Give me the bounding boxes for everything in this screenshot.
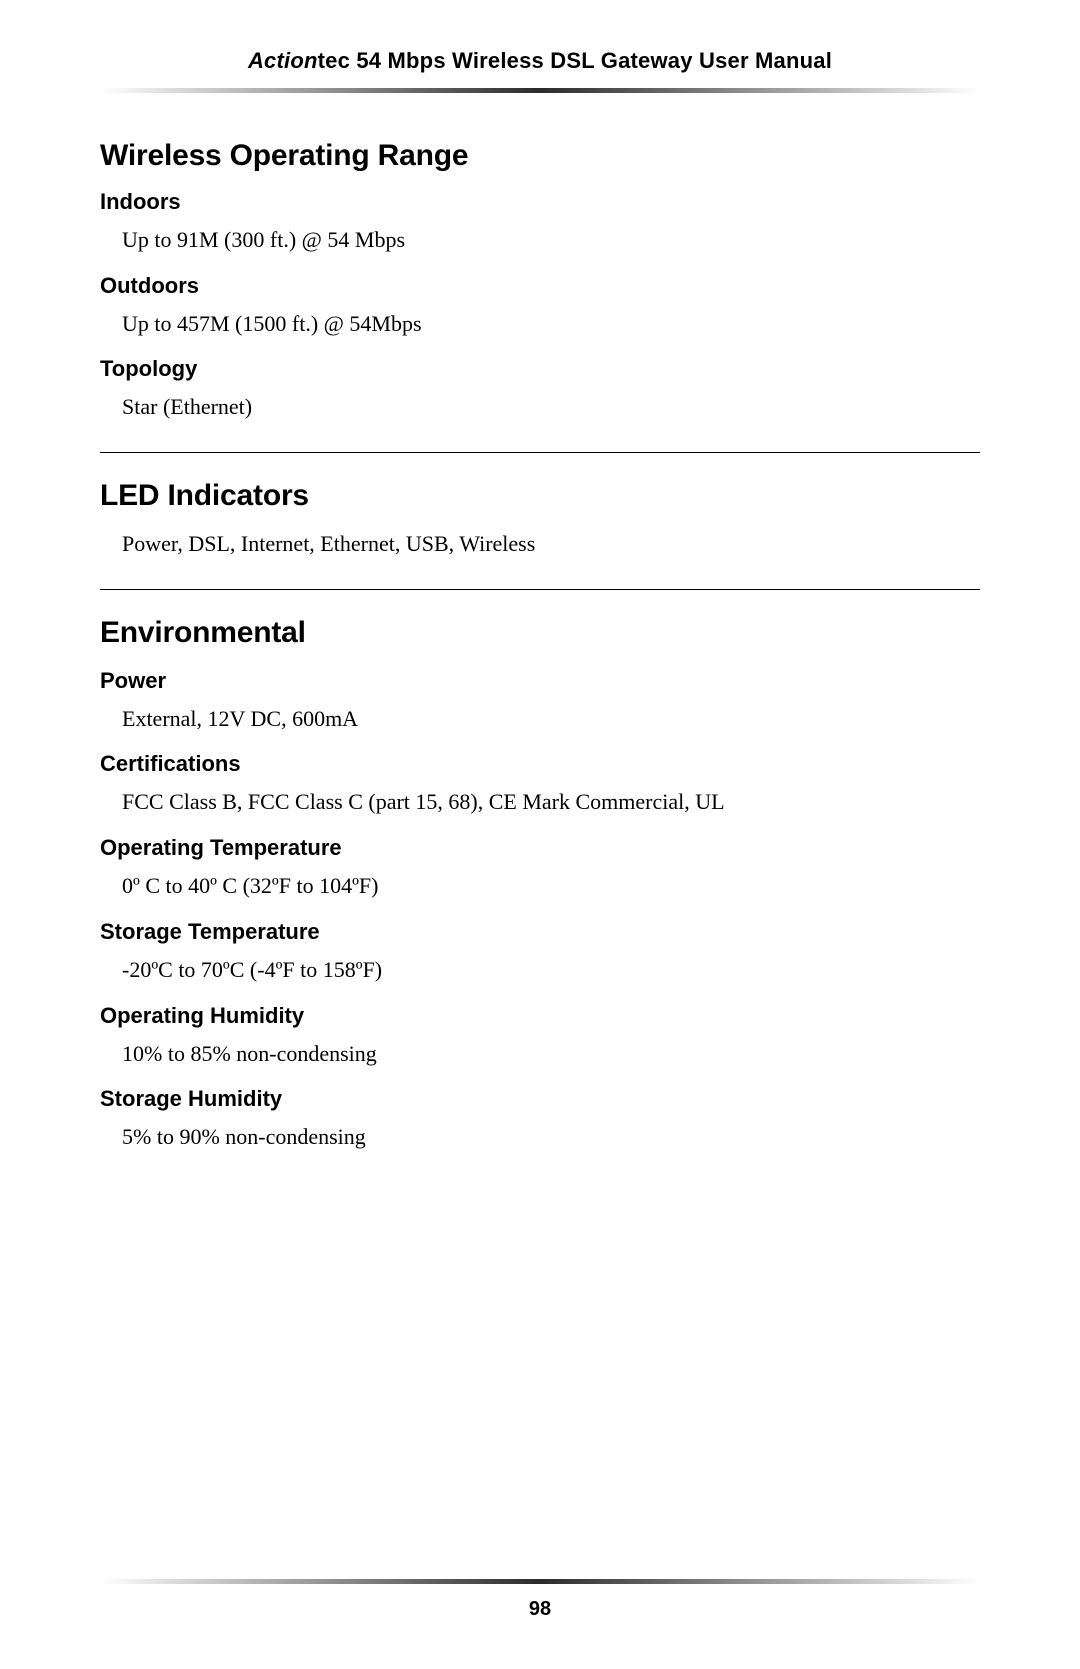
operating-temp-value: 0º C to 40º C (32ºF to 104ºF) (122, 871, 980, 901)
storage-temp-label: Storage Temperature (100, 919, 980, 945)
power-label: Power (100, 668, 980, 694)
outdoors-label: Outdoors (100, 273, 980, 299)
brand-suffix: tec (318, 48, 350, 73)
page-header-title: Actiontec 54 Mbps Wireless DSL Gateway U… (100, 48, 980, 74)
storage-temp-value: -20ºC to 70ºC (-4ºF to 158ºF) (122, 955, 980, 985)
topology-value: Star (Ethernet) (122, 392, 980, 422)
environmental-heading: Environmental (100, 616, 980, 650)
page-footer: 98 (0, 1579, 1080, 1621)
certifications-label: Certifications (100, 751, 980, 777)
operating-temp-label: Operating Temperature (100, 835, 980, 861)
power-value: External, 12V DC, 600mA (122, 704, 980, 734)
indoors-label: Indoors (100, 189, 980, 215)
storage-humidity-label: Storage Humidity (100, 1086, 980, 1112)
certifications-value: FCC Class B, FCC Class C (part 15, 68), … (122, 787, 980, 817)
led-heading: LED Indicators (100, 479, 980, 513)
manual-page: Actiontec 54 Mbps Wireless DSL Gateway U… (0, 0, 1080, 1669)
indoors-value: Up to 91M (300 ft.) @ 54 Mbps (122, 225, 980, 255)
wireless-range-heading: Wireless Operating Range (100, 139, 980, 173)
page-content: Wireless Operating Range Indoors Up to 9… (100, 93, 980, 1152)
section-divider-1 (100, 452, 980, 453)
led-value: Power, DSL, Internet, Ethernet, USB, Wir… (122, 529, 980, 559)
operating-humidity-label: Operating Humidity (100, 1003, 980, 1029)
environmental-block: Environmental Power External, 12V DC, 60… (100, 616, 980, 1152)
storage-humidity-value: 5% to 90% non-condensing (122, 1122, 980, 1152)
brand-prefix: Action (248, 48, 318, 73)
topology-label: Topology (100, 356, 980, 382)
page-number: 98 (0, 1598, 1080, 1621)
section-divider-2 (100, 589, 980, 590)
header-title-rest: 54 Mbps Wireless DSL Gateway User Manual (350, 48, 832, 73)
operating-humidity-value: 10% to 85% non-condensing (122, 1039, 980, 1069)
footer-divider (100, 1579, 980, 1584)
outdoors-value: Up to 457M (1500 ft.) @ 54Mbps (122, 309, 980, 339)
